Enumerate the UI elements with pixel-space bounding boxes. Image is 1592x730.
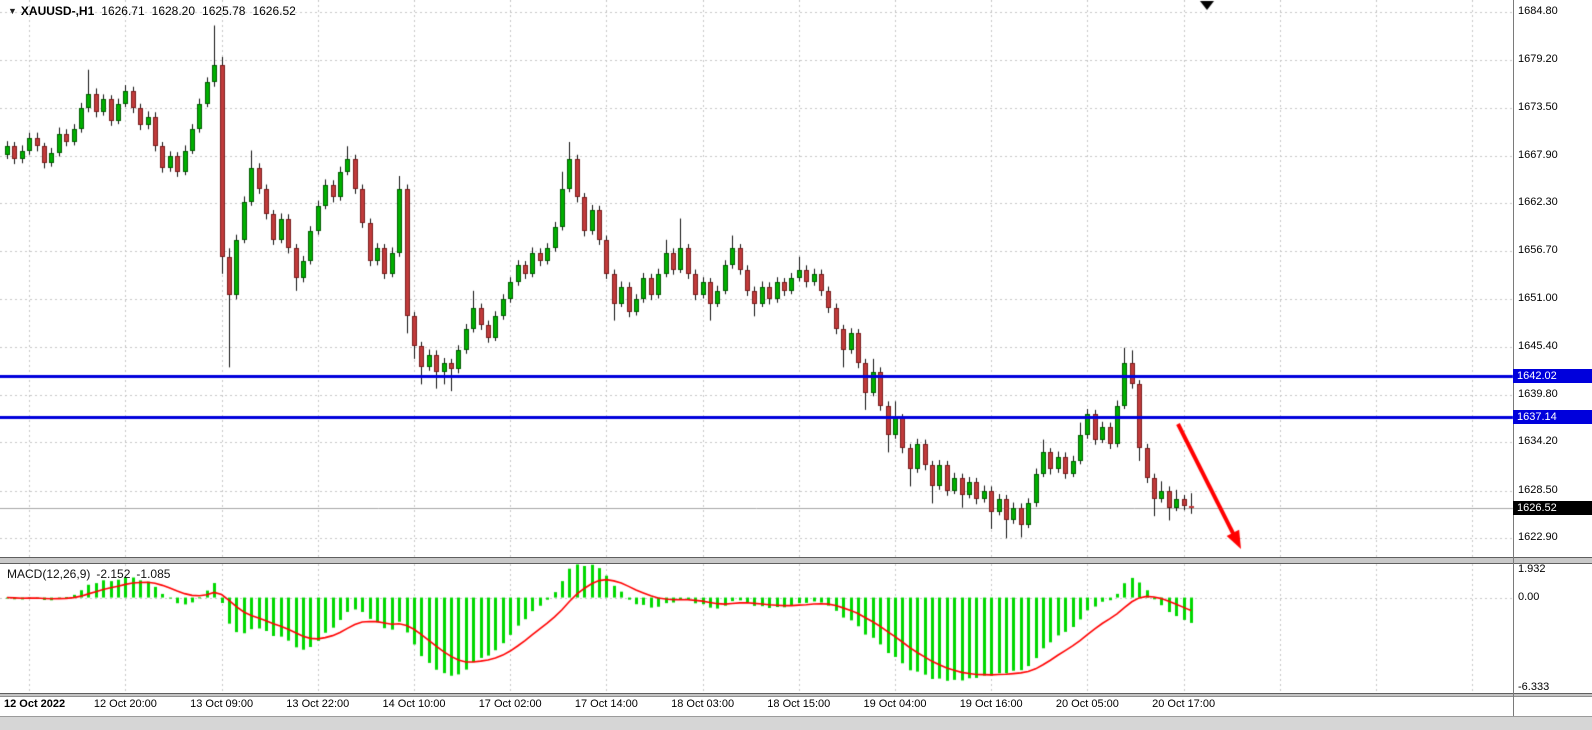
time-axis-label: 17 Oct 14:00 — [574, 698, 638, 710]
time-axis-label: 18 Oct 03:00 — [671, 698, 735, 710]
axis-separator-line — [1513, 0, 1514, 716]
bar-open: 1626.71 — [101, 4, 145, 18]
bar-close: 1626.52 — [252, 4, 296, 18]
price-axis-label: 1634.20 — [1518, 435, 1558, 448]
time-axis-label: 14 Oct 10:00 — [382, 698, 446, 710]
hline-price-badge[interactable]: 1637.14 — [1513, 410, 1592, 425]
macd-title: MACD(12,26,9) — [7, 567, 91, 581]
price-axis-label: 1684.80 — [1518, 4, 1558, 17]
time-axis-label: 19 Oct 04:00 — [863, 698, 927, 710]
bar-low: 1625.78 — [202, 4, 246, 18]
price-axis-label: 1679.20 — [1518, 52, 1558, 65]
bottom-strip — [0, 716, 1592, 730]
price-axis[interactable]: 1684.80 1679.20 1673.50 1667.90 1662.30 1656.… — [1513, 0, 1592, 716]
chart-header: ▼ XAUUSD-,H1 1626.71 1628.20 1625.78 1626.52 — [8, 4, 296, 18]
time-axis-label: 13 Oct 22:00 — [286, 698, 350, 710]
current-price-badge: 1626.52 — [1513, 500, 1592, 515]
macd-axis-label: 0.00 — [1518, 590, 1540, 603]
time-axis-label: 13 Oct 09:00 — [190, 698, 254, 710]
time-axis-label: 17 Oct 02:00 — [478, 698, 542, 710]
macd-label: MACD(12,26,9) -2.152 -1.085 — [7, 567, 176, 581]
price-axis-label: 1673.50 — [1518, 100, 1558, 113]
macd-value: -2.152 — [96, 567, 131, 581]
time-axis-label: 19 Oct 16:00 — [959, 698, 1023, 710]
expander-icon[interactable]: ▼ — [8, 6, 17, 16]
time-axis-separator[interactable] — [0, 693, 1592, 697]
time-axis-label: 20 Oct 17:00 — [1152, 698, 1216, 710]
price-axis-label: 1651.00 — [1518, 292, 1558, 305]
price-axis-label: 1639.80 — [1518, 387, 1558, 400]
price-axis-label: 1656.70 — [1518, 243, 1558, 256]
bar-high: 1628.20 — [151, 4, 196, 18]
price-axis-label: 1622.90 — [1518, 531, 1558, 544]
hline-price-badge[interactable]: 1642.02 — [1513, 368, 1592, 383]
time-axis-label: 12 Oct 2022 — [4, 698, 66, 710]
symbol-timeframe: XAUUSD-,H1 — [20, 4, 95, 18]
macd-axis-label: 1.932 — [1518, 562, 1546, 575]
price-axis-label: 1645.40 — [1518, 339, 1558, 352]
price-axis-label: 1628.50 — [1518, 483, 1558, 496]
chart-canvas[interactable] — [0, 0, 1592, 694]
price-axis-label: 1667.90 — [1518, 148, 1558, 161]
panel-separator[interactable] — [0, 557, 1592, 564]
macd-axis-label: -6.333 — [1518, 681, 1550, 694]
time-axis-label: 20 Oct 05:00 — [1055, 698, 1119, 710]
price-axis-label: 1662.30 — [1518, 196, 1558, 209]
time-axis[interactable]: 12 Oct 2022 12 Oct 20:00 13 Oct 09:00 13 Oc… — [0, 697, 1513, 713]
macd-signal-value: -1.085 — [136, 567, 171, 581]
time-axis-label: 18 Oct 15:00 — [767, 698, 831, 710]
time-axis-label: 12 Oct 20:00 — [93, 698, 157, 710]
